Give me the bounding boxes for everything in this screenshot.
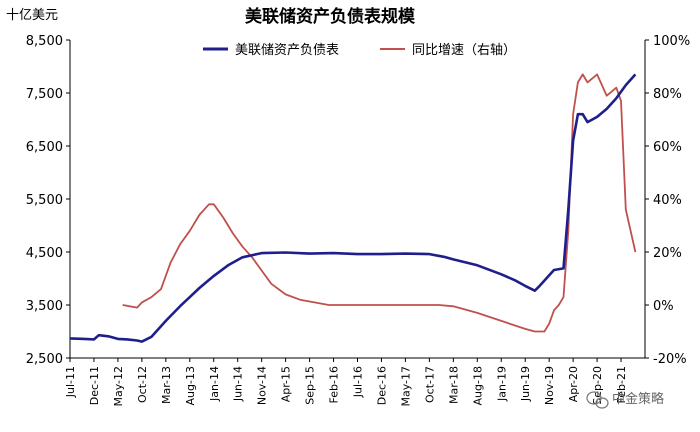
x-tick-label: Apr-15 [280,366,293,402]
left-tick-label: 6,500 [26,140,63,155]
left-tick-label: 4,500 [26,246,63,261]
left-tick-label: 8,500 [26,34,63,49]
left-tick-label: 3,500 [26,299,63,314]
left-axis-unit: 十亿美元 [6,8,58,23]
x-tick-label: Sep-20 [591,366,604,405]
x-tick-label: Oct-12 [136,366,149,403]
x-tick-label: Aug-13 [184,366,197,405]
right-tick-label: 0% [653,299,674,314]
x-tick-label: Dec-16 [375,366,388,405]
x-tick-label: Feb-16 [328,366,341,403]
x-tick-label: Jul-11 [64,366,77,398]
right-tick-label: 40% [653,193,682,208]
x-tick-label: Jan-19 [495,366,508,402]
x-tick-label: Mar-13 [160,366,173,404]
left-tick-label: 7,500 [26,87,63,102]
x-tick-label: Jan-14 [208,366,221,402]
x-tick-label: Jun-14 [232,366,245,402]
left-tick-label: 5,500 [26,193,63,208]
x-tick-label: Jun-19 [519,366,532,402]
series-layer [69,73,637,343]
right-tick-label: 80% [653,87,682,102]
legend-label: 同比增速（右轴） [412,43,516,58]
legend: 美联储资产负债表 同比增速（右轴） [203,43,516,58]
right-tick-label: 60% [653,140,682,155]
yoy-growth-line [122,73,637,333]
x-tick-label: Mar-18 [447,366,460,404]
x-tick-label: Dec-11 [88,366,101,405]
x-tick-label: Apr-20 [567,366,580,402]
right-tick-label: 20% [653,246,682,261]
balance-sheet-line [69,73,637,343]
x-tick-label: Jul-16 [352,366,365,398]
axes: 8,500 7,500 6,500 5,500 4,500 3,500 2,500 100% 8… [26,34,690,407]
watermark-text: 中金策略 [612,391,664,407]
x-tick-label: Nov-19 [543,366,556,405]
watermark: 中金策略 [586,391,664,409]
x-tick-label: Sep-15 [304,366,317,405]
x-tick-label: Nov-14 [256,366,269,405]
x-tick-label: Aug-18 [471,366,484,405]
x-tick-label: May-17 [399,366,412,407]
x-tick-label: May-12 [112,366,125,407]
left-tick-label: 2,500 [26,352,63,367]
legend-label: 美联储资产负债表 [235,43,339,58]
x-tick-label: Oct-17 [423,366,436,403]
wechat-icon [586,391,609,409]
x-tick-label: Feb-21 [615,366,628,403]
chart-title: 美联储资产负债表规模 [245,6,416,27]
right-tick-label: 100% [653,34,690,49]
right-tick-label: -20% [653,352,687,367]
